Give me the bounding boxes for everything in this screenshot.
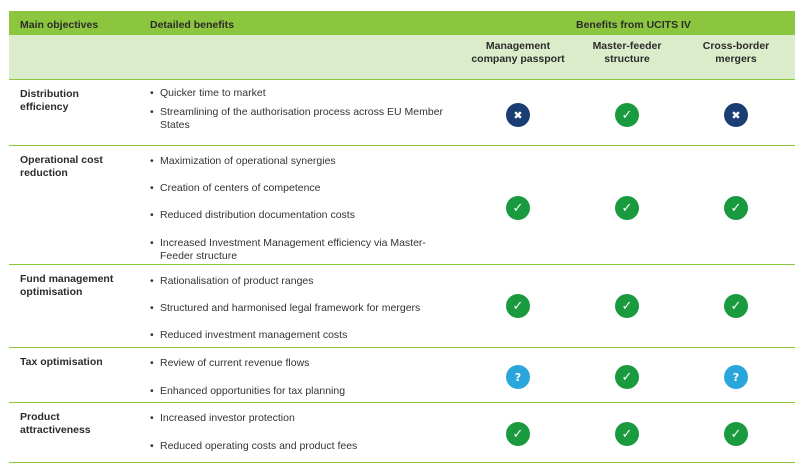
column-header-cross-border-mergers: Cross-border mergers bbox=[676, 40, 796, 66]
bullet-icon: • bbox=[150, 385, 154, 397]
check-icon: ✓ bbox=[615, 196, 639, 220]
row-objective: Distribution efficiency bbox=[20, 88, 79, 113]
benefit-text: Structured and harmonised legal framewor… bbox=[160, 302, 421, 314]
column-header-master-feeder-structure: Master-feeder structure bbox=[567, 40, 687, 66]
bullet-icon: • bbox=[150, 357, 154, 369]
benefit-item: • Reduced operating costs and product fee… bbox=[150, 440, 450, 453]
benefit-text: Streamlining of the authorisation proces… bbox=[160, 106, 444, 131]
benefit-item: • Increased Investment Management efficie… bbox=[150, 237, 450, 263]
column-header-line: Master-feeder bbox=[592, 40, 662, 52]
bullet-icon: • bbox=[150, 209, 154, 221]
table-row: Operational cost reduction • Maximization … bbox=[9, 146, 795, 265]
bullet-icon: • bbox=[150, 182, 154, 194]
header-benefits-from: Benefits from UCITS IV bbox=[576, 19, 691, 31]
benefit-item: • Increased investor protection bbox=[150, 412, 450, 425]
benefit-item: • Rationalisation of product ranges bbox=[150, 275, 450, 288]
benefit-item: • Review of current revenue flows bbox=[150, 357, 450, 370]
benefit-text: Increased investor protection bbox=[160, 412, 295, 424]
column-header-line: structure bbox=[604, 53, 650, 65]
bullet-icon: • bbox=[150, 87, 154, 99]
column-header-line: company passport bbox=[471, 53, 565, 65]
row-objective: Tax optimisation bbox=[20, 356, 103, 368]
benefit-text: Reduced distribution documentation costs bbox=[160, 209, 355, 221]
check-icon: ✓ bbox=[615, 294, 639, 318]
header-detailed-benefits: Detailed benefits bbox=[150, 19, 235, 31]
cross-icon: ✖ bbox=[506, 103, 530, 127]
table-subheader: Management company passport Master-feede… bbox=[9, 35, 795, 80]
benefit-item: • Reduced distribution documentation cost… bbox=[150, 209, 450, 222]
bullet-icon: • bbox=[150, 302, 154, 314]
check-icon: ✓ bbox=[724, 294, 748, 318]
benefit-item: • Quicker time to market bbox=[150, 87, 450, 100]
check-icon: ✓ bbox=[615, 422, 639, 446]
benefit-text: Reduced investment management costs bbox=[160, 329, 348, 341]
table-header: Main objectives Detailed benefits Benefi… bbox=[9, 11, 795, 35]
row-objective: Product attractiveness bbox=[20, 411, 91, 436]
benefit-item: • Enhanced opportunities for tax planning bbox=[150, 385, 450, 398]
cross-icon: ✖ bbox=[724, 103, 748, 127]
check-icon: ✓ bbox=[615, 103, 639, 127]
benefit-text: Increased Investment Management efficien… bbox=[160, 237, 426, 262]
benefit-text: Review of current revenue flows bbox=[160, 357, 310, 369]
check-icon: ✓ bbox=[615, 365, 639, 389]
row-objective: Operational cost reduction bbox=[20, 154, 103, 179]
benefit-item: • Streamlining of the authorisation proce… bbox=[150, 106, 450, 132]
header-main-objectives: Main objectives bbox=[20, 19, 99, 31]
benefit-text: Quicker time to market bbox=[160, 87, 266, 99]
column-header-management-company-passport: Management company passport bbox=[458, 40, 578, 66]
column-header-line: Cross-border bbox=[702, 40, 770, 52]
benefit-text: Reduced operating costs and product fees bbox=[160, 440, 358, 452]
table-row: Product attractiveness • Increased investo… bbox=[9, 403, 795, 463]
benefit-item: • Creation of centers of competence bbox=[150, 182, 450, 195]
question-icon: ? bbox=[506, 365, 530, 389]
benefit-text: Creation of centers of competence bbox=[160, 182, 321, 194]
check-icon: ✓ bbox=[724, 422, 748, 446]
benefit-item: • Structured and harmonised legal framewo… bbox=[150, 302, 450, 315]
check-icon: ✓ bbox=[506, 422, 530, 446]
check-icon: ✓ bbox=[724, 196, 748, 220]
table-row: Distribution efficiency • Quicker time to … bbox=[9, 80, 795, 146]
benefit-item: • Reduced investment management costs bbox=[150, 329, 450, 342]
table-row: Fund management optimisation • Rationalisa… bbox=[9, 265, 795, 348]
benefit-text: Rationalisation of product ranges bbox=[160, 275, 314, 287]
bullet-icon: • bbox=[150, 275, 154, 287]
bullet-icon: • bbox=[150, 106, 154, 118]
column-header-line: mergers bbox=[715, 53, 757, 65]
check-icon: ✓ bbox=[506, 196, 530, 220]
row-objective: Fund management optimisation bbox=[20, 273, 114, 298]
bullet-icon: • bbox=[150, 329, 154, 341]
benefit-text: Enhanced opportunities for tax planning bbox=[160, 385, 346, 397]
bullet-icon: • bbox=[150, 237, 154, 249]
table-row: Tax optimisation • Review of current reven… bbox=[9, 348, 795, 403]
question-icon: ? bbox=[724, 365, 748, 389]
ucits-benefits-table: Main objectives Detailed benefits Benefi… bbox=[9, 9, 795, 463]
bullet-icon: • bbox=[150, 440, 154, 452]
bullet-icon: • bbox=[150, 412, 154, 424]
bullet-icon: • bbox=[150, 155, 154, 167]
check-icon: ✓ bbox=[506, 294, 530, 318]
benefit-text: Maximization of operational synergies bbox=[160, 155, 336, 167]
benefit-item: • Maximization of operational synergies bbox=[150, 155, 450, 168]
column-header-line: Management bbox=[485, 40, 551, 52]
